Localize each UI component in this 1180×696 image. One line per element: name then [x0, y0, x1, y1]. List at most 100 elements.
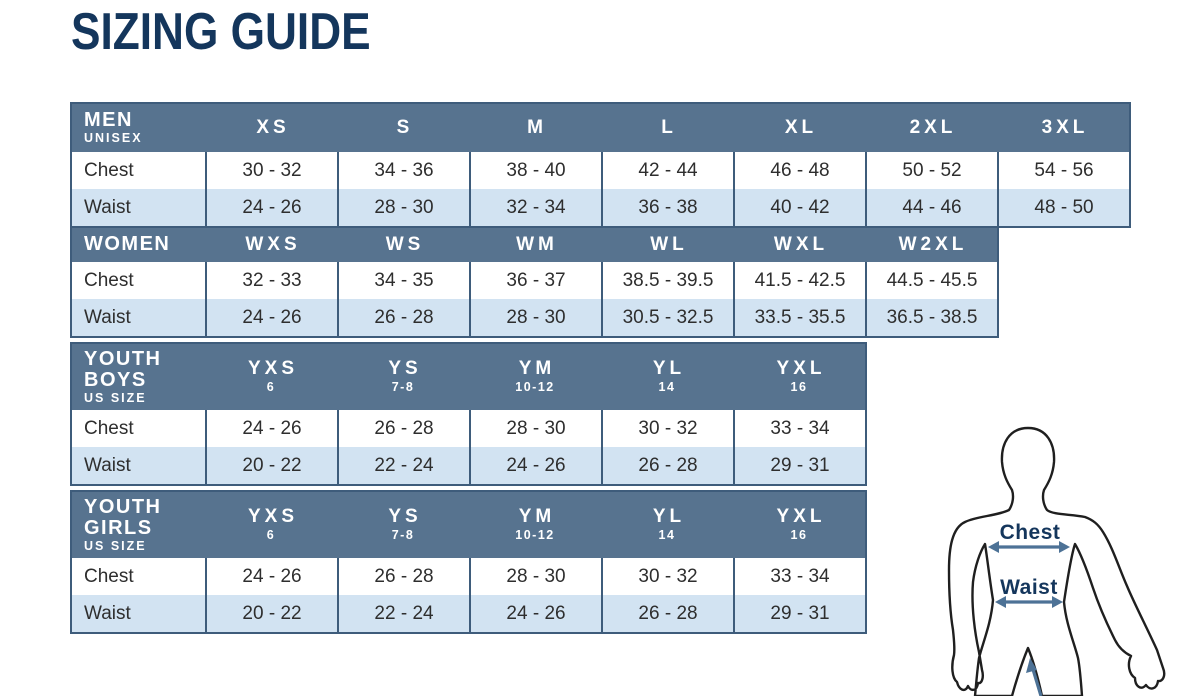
chest-value: 28 - 30: [469, 558, 601, 595]
sizing-tables: MEN UNISEX XS S M L XL 2XL 3XL Chest 30 …: [70, 102, 1131, 634]
chest-arrowhead-left: [988, 541, 999, 553]
section-title: BOYS: [84, 369, 147, 392]
chest-value: 26 - 28: [337, 410, 469, 447]
section-subtitle: US SIZE: [84, 390, 147, 405]
size-column-header: W2XL: [898, 233, 968, 255]
men-waist-row: Waist 24 - 26 28 - 30 32 - 34 36 - 38 40…: [72, 189, 1129, 226]
chest-value: 30 - 32: [205, 152, 337, 189]
inseam-measure-group: [1026, 658, 1043, 696]
size-column-header: YXS 6: [247, 358, 299, 395]
size-column-header: YXS 6: [247, 506, 299, 543]
size-column-header: XL: [784, 116, 818, 138]
body-measurement-diagram: Chest Waist: [947, 426, 1166, 696]
waist-value: 40 - 42: [733, 189, 865, 226]
waist-value: 24 - 26: [469, 595, 601, 632]
row-label: Waist: [84, 196, 131, 218]
size-column-header: XS: [256, 116, 290, 138]
chest-value: 44.5 - 45.5: [865, 262, 997, 299]
waist-value: 33.5 - 35.5: [733, 299, 865, 336]
size-column-header: WXS: [245, 233, 301, 255]
chest-value: 32 - 33: [205, 262, 337, 299]
size-column-header: YS 7-8: [388, 506, 422, 543]
chest-value: 36 - 37: [469, 262, 601, 299]
youth-girls-header-row: YOUTH GIRLS US SIZE YXS 6 YS 7-8 YM 10-1…: [72, 492, 865, 558]
chest-value: 38.5 - 39.5: [601, 262, 733, 299]
size-column-header: 3XL: [1041, 116, 1089, 138]
waist-value: 26 - 28: [601, 595, 733, 632]
size-column-header: WM: [516, 233, 558, 255]
women-waist-row: Waist 24 - 26 26 - 28 28 - 30 30.5 - 32.…: [72, 299, 997, 336]
section-title: GIRLS: [84, 517, 153, 540]
waist-value: 29 - 31: [733, 447, 865, 484]
sizing-table-women: WOMEN WXS WS WM WL WXL W2XL Chest 32 - 3…: [70, 226, 999, 338]
waist-value: 22 - 24: [337, 595, 469, 632]
row-label: Chest: [84, 565, 134, 587]
chest-value: 50 - 52: [865, 152, 997, 189]
waist-value: 26 - 28: [601, 447, 733, 484]
waist-value: 30.5 - 32.5: [601, 299, 733, 336]
waist-arrowhead-left: [995, 596, 1006, 608]
youth-girls-chest-row: Chest 24 - 26 26 - 28 28 - 30 30 - 32 33…: [72, 558, 865, 595]
men-section-label: MEN UNISEX: [72, 104, 205, 152]
waist-value: 26 - 28: [337, 299, 469, 336]
chest-value: 34 - 35: [337, 262, 469, 299]
chest-value: 54 - 56: [997, 152, 1129, 189]
waist-value: 20 - 22: [205, 447, 337, 484]
size-column-header: L: [661, 116, 677, 138]
waist-value: 36.5 - 38.5: [865, 299, 997, 336]
sizing-table-men: MEN UNISEX XS S M L XL 2XL 3XL Chest 30 …: [70, 102, 1131, 228]
inseam-arrow: [1030, 665, 1043, 696]
waist-value: 28 - 30: [337, 189, 469, 226]
women-header-row: WOMEN WXS WS WM WL WXL W2XL: [72, 228, 997, 262]
section-title: MEN: [84, 109, 133, 132]
waist-measure-group: Waist: [995, 576, 1063, 608]
chest-measure-group: Chest: [988, 521, 1070, 553]
women-chest-row: Chest 32 - 33 34 - 35 36 - 37 38.5 - 39.…: [72, 262, 997, 299]
section-subtitle: US SIZE: [84, 538, 147, 553]
row-label: Chest: [84, 269, 134, 291]
chest-value: 33 - 34: [733, 558, 865, 595]
youth-girls-section-label: YOUTH GIRLS US SIZE: [72, 492, 205, 558]
men-chest-row: Chest 30 - 32 34 - 36 38 - 40 42 - 44 46…: [72, 152, 1129, 189]
size-column-header: S: [396, 116, 414, 138]
section-title: YOUTH: [84, 495, 162, 518]
chest-value: 41.5 - 42.5: [733, 262, 865, 299]
youth-boys-chest-row: Chest 24 - 26 26 - 28 28 - 30 30 - 32 33…: [72, 410, 865, 447]
section-title: YOUTH: [84, 347, 162, 370]
men-header-row: MEN UNISEX XS S M L XL 2XL 3XL: [72, 104, 1129, 152]
size-column-header: YXL 16: [776, 358, 826, 395]
size-column-header: WXL: [773, 233, 829, 255]
chest-value: 33 - 34: [733, 410, 865, 447]
size-column-header: 2XL: [909, 116, 957, 138]
sizing-table-youth-boys: YOUTH BOYS US SIZE YXS 6 YS 7-8 YM 10-12…: [70, 342, 867, 486]
chest-value: 30 - 32: [601, 558, 733, 595]
chest-value: 46 - 48: [733, 152, 865, 189]
size-column-header: YL 14: [652, 506, 686, 543]
women-section-label: WOMEN: [72, 228, 205, 262]
chest-diagram-label: Chest: [1000, 521, 1061, 544]
inseam-arrowhead: [1026, 658, 1037, 673]
size-column-header: WL: [650, 233, 688, 255]
waist-value: 28 - 30: [469, 299, 601, 336]
chest-value: 24 - 26: [205, 558, 337, 595]
chest-value: 42 - 44: [601, 152, 733, 189]
waist-value: 24 - 26: [205, 189, 337, 226]
size-column-header: YL 14: [652, 358, 686, 395]
size-column-header: YM 10-12: [515, 358, 556, 395]
waist-value: 24 - 26: [469, 447, 601, 484]
waist-diagram-label: Waist: [1000, 576, 1058, 599]
waist-value: 32 - 34: [469, 189, 601, 226]
body-silhouette: [947, 426, 1166, 696]
chest-value: 24 - 26: [205, 410, 337, 447]
size-column-header: YS 7-8: [388, 358, 422, 395]
waist-arrowhead-right: [1052, 596, 1063, 608]
chest-value: 34 - 36: [337, 152, 469, 189]
row-label: Waist: [84, 454, 131, 476]
waist-value: 20 - 22: [205, 595, 337, 632]
waist-value: 22 - 24: [337, 447, 469, 484]
sizing-table-youth-girls: YOUTH GIRLS US SIZE YXS 6 YS 7-8 YM 10-1…: [70, 490, 867, 634]
size-column-header: YM 10-12: [515, 506, 556, 543]
youth-boys-header-row: YOUTH BOYS US SIZE YXS 6 YS 7-8 YM 10-12…: [72, 344, 865, 410]
youth-girls-waist-row: Waist 20 - 22 22 - 24 24 - 26 26 - 28 29…: [72, 595, 865, 632]
waist-value: 29 - 31: [733, 595, 865, 632]
